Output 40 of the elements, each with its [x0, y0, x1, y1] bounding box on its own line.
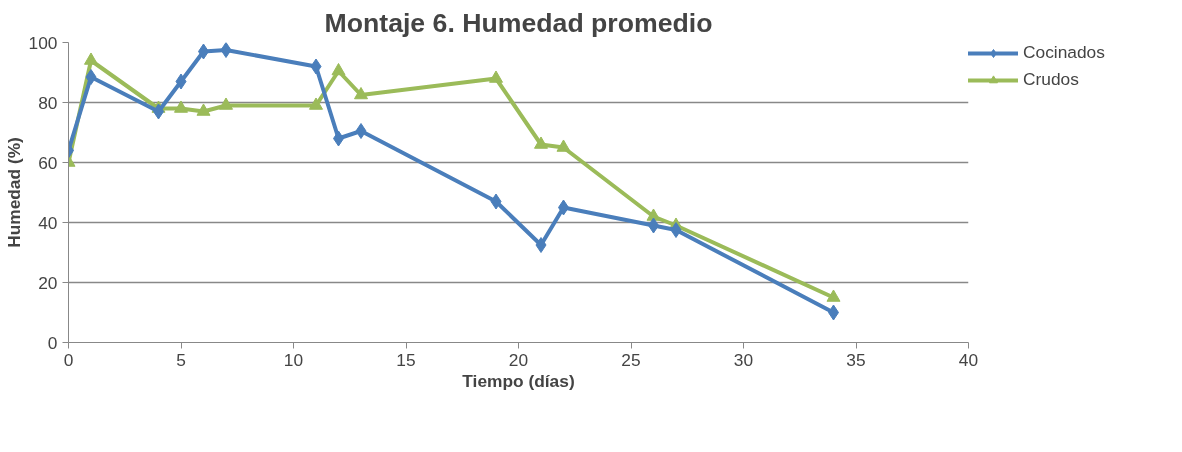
point — [355, 123, 367, 139]
y-tick-label: 60 — [38, 152, 58, 173]
legend-label: Cocinados — [1023, 42, 1105, 63]
point — [85, 69, 97, 85]
y-tick-label: 0 — [47, 332, 58, 353]
y-tick-label: 20 — [38, 272, 58, 293]
x-tick-label: 15 — [396, 349, 416, 370]
point — [309, 97, 323, 110]
y-axis-title: Humedad (%) — [3, 137, 24, 248]
legend-label: Crudos — [1023, 69, 1079, 90]
point — [490, 193, 502, 210]
x-tick-label: 5 — [176, 349, 186, 370]
point — [84, 52, 98, 65]
x-tick-label: 0 — [63, 349, 74, 370]
point — [670, 222, 682, 238]
y-tick-label: 40 — [38, 212, 58, 233]
x-tick-label: 10 — [283, 349, 304, 370]
point — [175, 73, 187, 90]
chart-title: Montaje 6. Humedad promedio — [324, 7, 713, 38]
point — [534, 136, 548, 149]
point — [174, 100, 188, 113]
x-tick-label: 35 — [846, 349, 866, 370]
point — [826, 289, 841, 302]
point — [219, 97, 233, 110]
point — [535, 237, 547, 253]
x-axis-title: Tiempo (días) — [462, 370, 575, 391]
point — [646, 208, 661, 221]
point — [331, 62, 346, 76]
point — [310, 58, 322, 75]
point — [354, 86, 368, 100]
point — [489, 70, 503, 83]
point — [196, 103, 211, 116]
y-tick-label: 80 — [38, 92, 58, 113]
y-tick-label: 100 — [28, 32, 58, 53]
point — [556, 139, 571, 152]
x-tick-label: 40 — [958, 349, 979, 370]
x-tick-label: 25 — [621, 349, 641, 370]
x-tick-label: 30 — [733, 349, 754, 370]
x-tick-label: 20 — [508, 349, 529, 370]
point — [220, 42, 232, 58]
